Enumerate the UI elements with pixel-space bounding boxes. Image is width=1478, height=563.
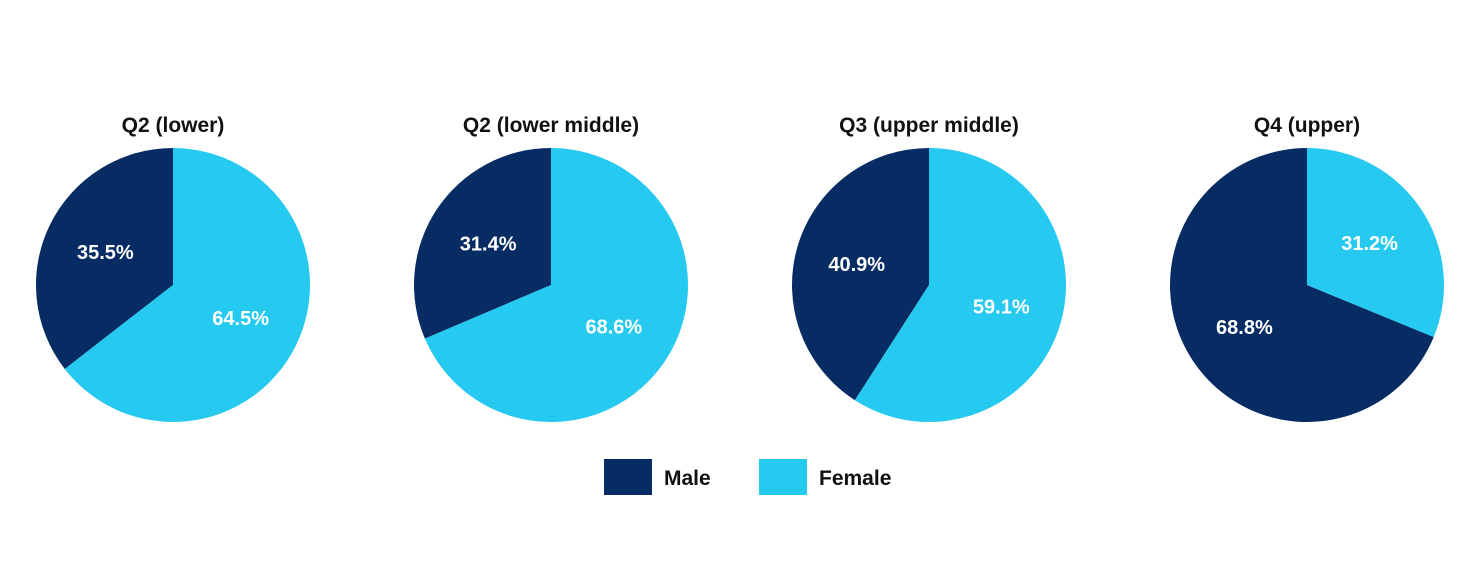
legend-swatch [604,459,652,495]
legend-label: Male [664,467,711,490]
legend-item-female: Female [759,459,891,495]
pie-title: Q2 (lower middle) [463,114,639,137]
pie-slice-male [414,148,551,339]
pie-slice-male [1170,148,1434,423]
pie-title: Q3 (upper middle) [839,114,1019,137]
pie-slice-female [424,148,689,422]
legend-item-male: Male [604,459,711,495]
pie-chart-3: Q3 (upper middle) 40.9% 59.1% [792,114,1067,422]
slice-label-male: 31.4% [460,233,517,255]
pie-chart-1: Q2 (lower) 35.5% 64.5% [35,114,310,423]
slice-label-female: 59.1% [973,296,1030,318]
pie-slice-female [1307,148,1445,338]
pie-slice-male [35,148,173,369]
pie-slice-female [64,148,310,423]
legend: Male Female [604,459,891,495]
pie-chart-2: Q2 (lower middle) 31.4% 68.6% [414,114,689,422]
pie-title: Q4 (upper) [1254,114,1360,137]
pie-slice-female [854,148,1067,422]
slice-label-female: 64.5% [212,308,269,330]
slice-label-male: 35.5% [77,242,134,264]
pie-title: Q2 (lower) [122,114,225,137]
legend-label: Female [819,467,891,490]
slice-label-female: 31.2% [1341,233,1398,255]
slice-label-male: 68.8% [1216,317,1273,339]
slice-label-female: 68.6% [585,317,642,339]
pies-layer: Q2 (lower) 35.5% 64.5% Q2 (lower middle) 31.… [35,114,1445,423]
pie-chart-4: Q4 (upper) 68.8% 31.2% [1170,114,1445,423]
legend-swatch [759,459,807,495]
slice-label-male: 40.9% [828,254,885,276]
pie-slice-male [792,148,929,401]
